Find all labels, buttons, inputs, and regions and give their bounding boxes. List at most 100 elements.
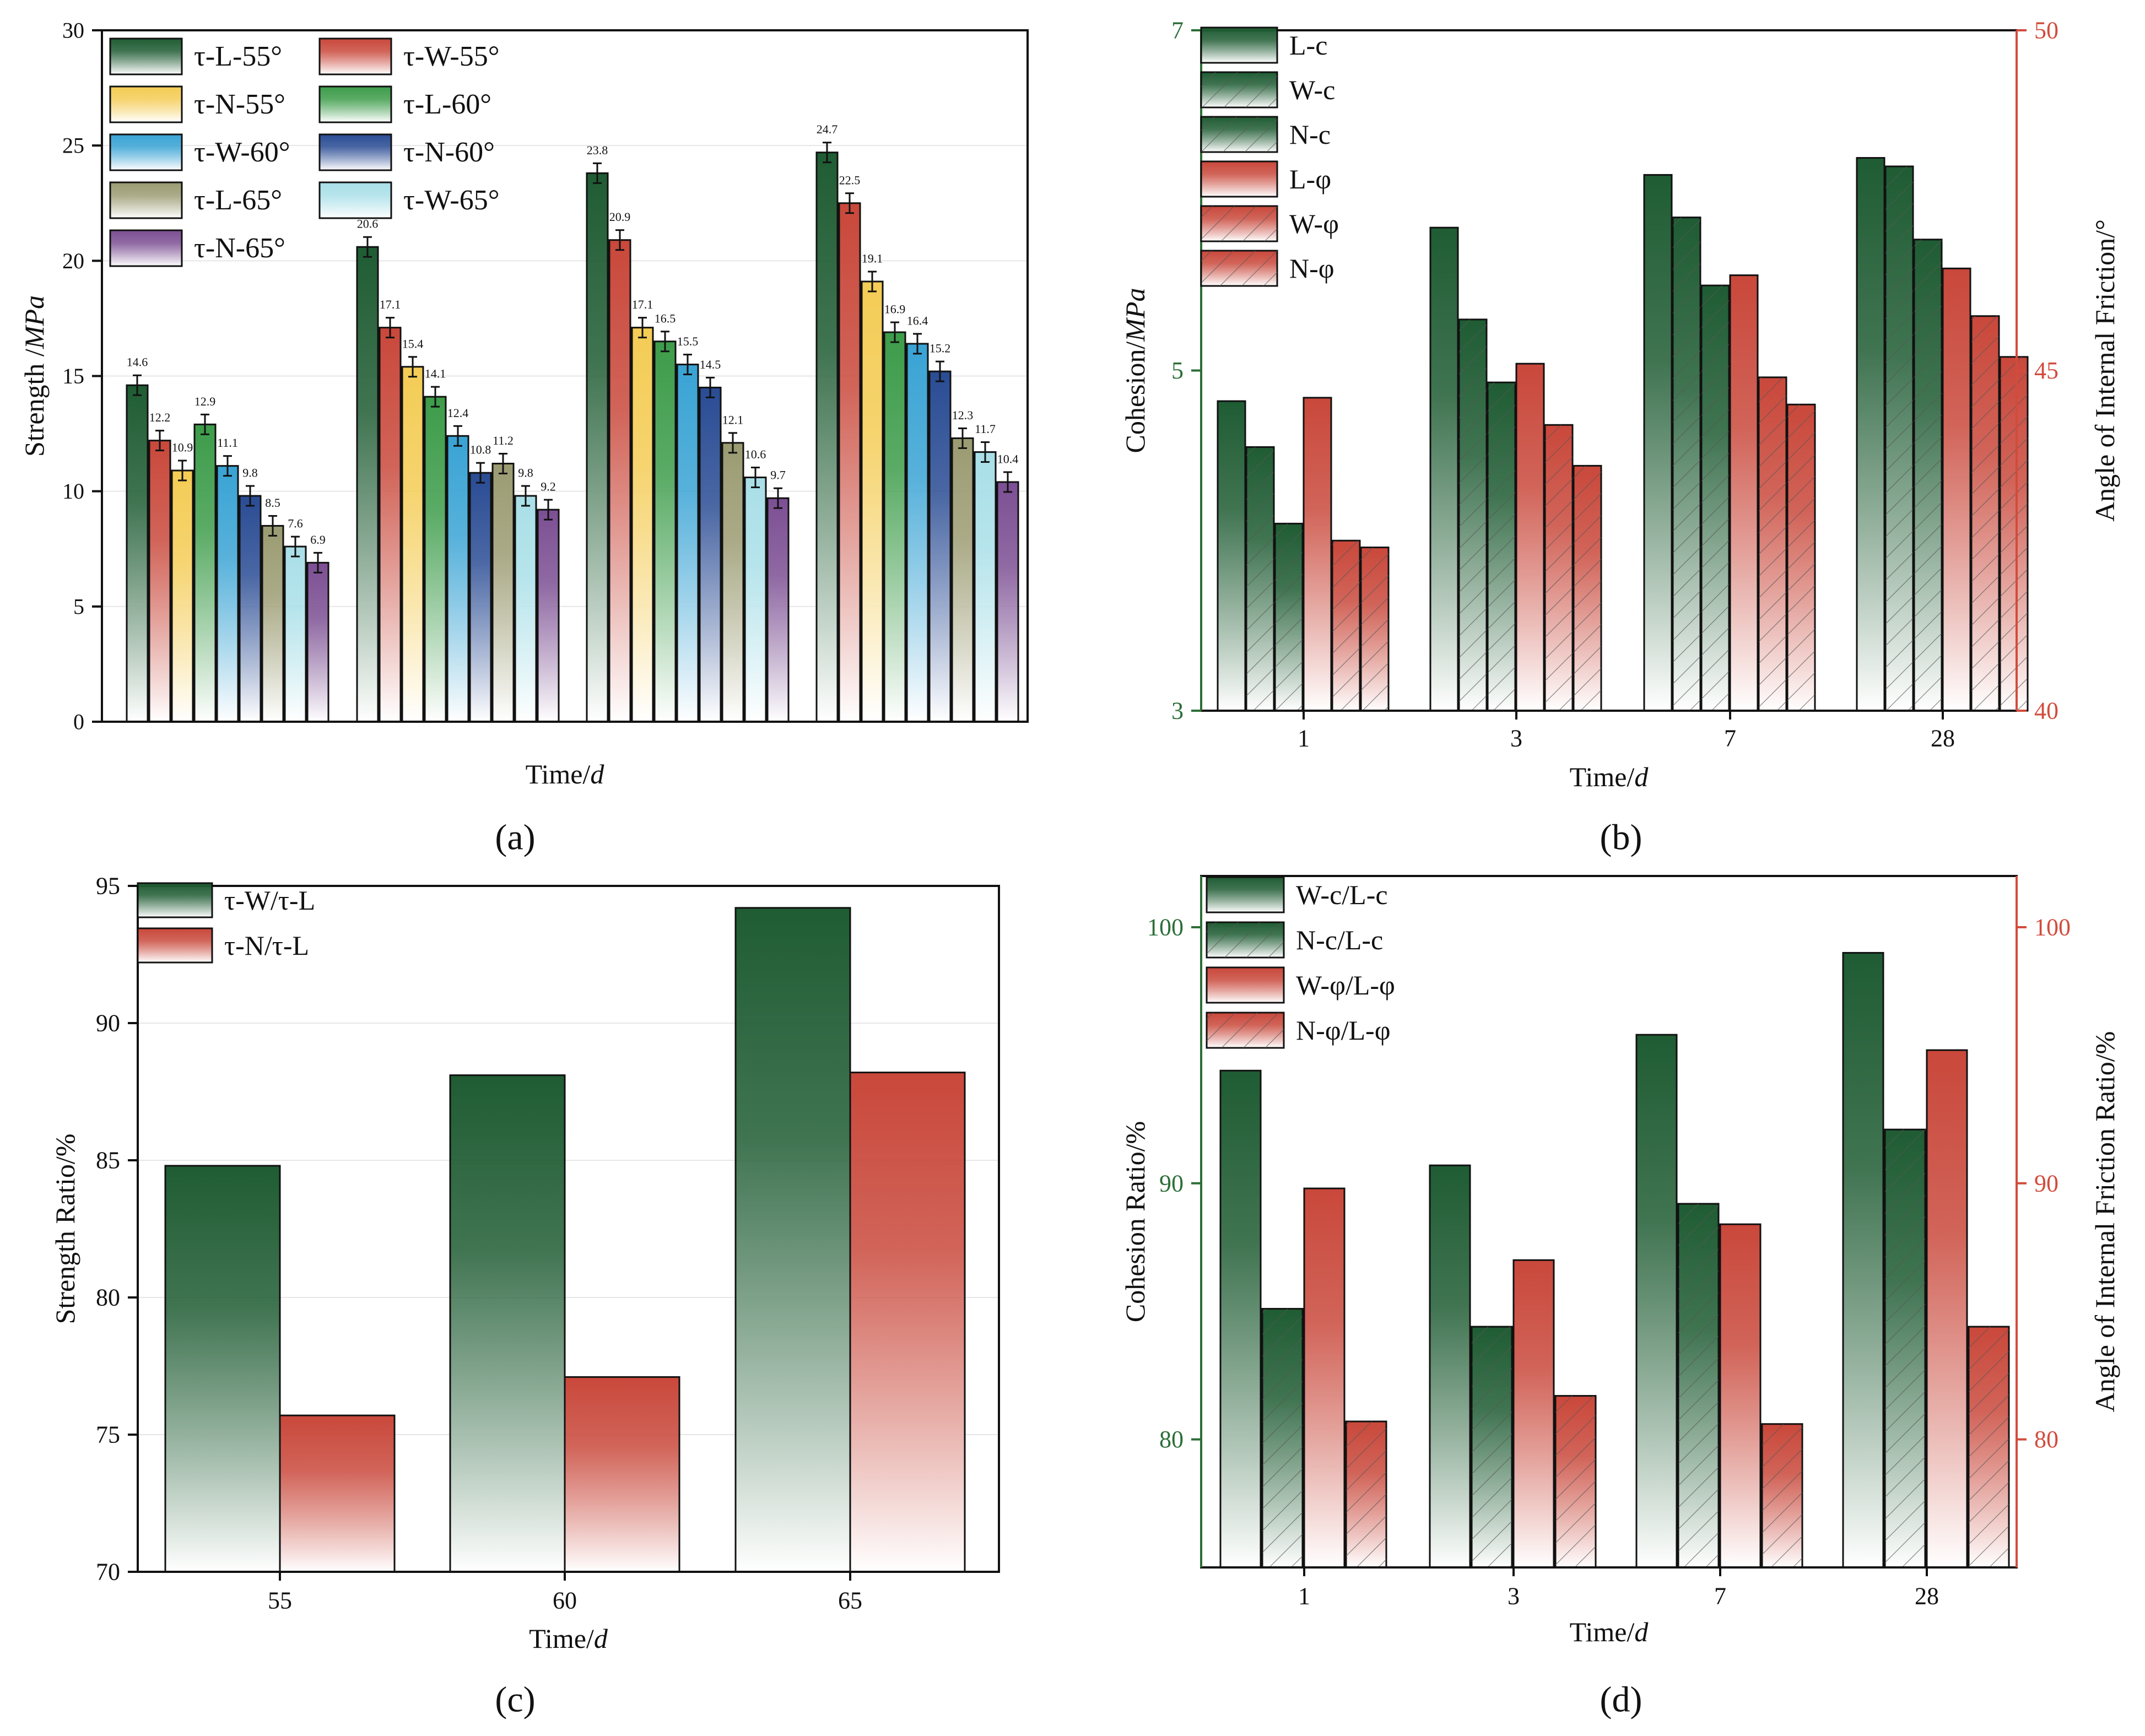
a-data-label: 11.1 [217, 436, 238, 450]
a-y-tick-label: 20 [62, 248, 84, 273]
a-data-label: 11.7 [975, 422, 996, 436]
c-y-tick-label: 80 [96, 1284, 120, 1311]
b-x-tick-label: 3 [1510, 725, 1522, 752]
d-x-tick-label: 28 [1915, 1583, 1939, 1610]
b-legend-swatch [1200, 250, 1278, 287]
a-bar [261, 524, 284, 723]
d-xlabel: Time/d [1570, 1616, 1649, 1647]
d-x-tick-label: 7 [1714, 1583, 1726, 1610]
a-bar [216, 465, 239, 723]
a-bar [721, 442, 744, 723]
a-legend-swatch [318, 85, 392, 123]
b-bar [1970, 315, 2000, 712]
b-ylabel: Cohesion/MPa [1120, 288, 1150, 453]
c-legend-label: τ-N/τ-L [224, 930, 309, 961]
panel-d: 80 90 100 80 90 100 1 3 7 28 Cohesion Ratio/% Angle… [1120, 875, 2120, 1720]
b-yr-tick-label: 50 [2034, 17, 2058, 44]
d-yl-tick-label: 90 [1159, 1170, 1184, 1197]
a-data-label: 15.5 [677, 334, 699, 348]
b-bar [1515, 363, 1545, 712]
d-legend-swatch [1206, 1012, 1285, 1049]
c-y-tick-label: 75 [96, 1421, 120, 1448]
panel-c: 70 75 80 85 90 95 55 60 65 Strength Ratio/% Time/d… [50, 873, 1000, 1720]
c-bar [279, 1414, 396, 1573]
a-legend-swatch [318, 37, 392, 75]
a-data-label: 19.1 [862, 251, 883, 265]
a-data-label: 16.4 [907, 313, 928, 327]
b-bar [1643, 174, 1673, 712]
b-legend-label: W-c [1289, 74, 1335, 105]
a-bar [193, 423, 217, 723]
a-bar [608, 239, 631, 723]
b-bar [1672, 217, 1701, 712]
b-legend-swatch [1200, 116, 1278, 153]
b-legend-swatch [1200, 71, 1278, 109]
d-legend-label: W-φ/L-φ [1296, 970, 1395, 1001]
c-y-tick-label: 90 [96, 1010, 120, 1037]
a-bar [126, 384, 149, 723]
d-legend-label: W-c/L-c [1296, 879, 1388, 910]
a-legend-label: τ-W-60° [194, 137, 290, 168]
c-legend-swatch [137, 927, 213, 964]
c-bar [564, 1376, 680, 1573]
a-bar [838, 202, 861, 723]
a-bar [424, 396, 447, 723]
d-bar [1635, 1034, 1678, 1569]
c-panel-label: (c) [495, 1680, 535, 1720]
a-data-label: 22.5 [839, 173, 861, 187]
c-legend-swatch [137, 882, 213, 918]
a-data-label: 9.2 [541, 480, 556, 494]
c-ylabel: Strength Ratio/% [50, 1134, 80, 1324]
a-legend-label: τ-W-65° [403, 185, 500, 216]
b-x-tick-label: 1 [1298, 725, 1310, 752]
a-bar [861, 280, 884, 723]
a-legend-label: τ-W-55° [403, 41, 500, 72]
a-data-label: 9.8 [518, 466, 533, 480]
a-bar [401, 366, 424, 723]
a-bar [171, 469, 194, 723]
a-data-label: 20.9 [609, 210, 631, 224]
b-bar [1331, 539, 1361, 712]
a-data-label: 9.7 [770, 468, 786, 482]
b-legend-label: L-φ [1289, 164, 1331, 194]
b-bar [1458, 318, 1488, 712]
a-bar [284, 545, 307, 723]
b-legend-label: N-φ [1289, 253, 1334, 284]
d-legend-label: N-φ/L-φ [1296, 1015, 1391, 1046]
b-bar [1786, 403, 1816, 712]
a-legend-swatch [109, 229, 183, 267]
a-y-tick-label: 5 [73, 594, 84, 619]
b-yr-tick-label: 45 [2034, 357, 2058, 384]
d-legend-swatch [1206, 876, 1285, 913]
a-data-label: 12.4 [447, 406, 469, 420]
d-legend: W-c/L-c N-c/L-c W-φ/L-φ N-φ/L-φ [1206, 876, 1395, 1049]
d-ylabel: Cohesion Ratio/% [1120, 1121, 1150, 1322]
a-bar [906, 343, 929, 723]
a-legend-swatch [318, 133, 392, 171]
a-legend-swatch [318, 181, 392, 219]
b-bar [1758, 376, 1787, 712]
a-data-label: 12.1 [722, 413, 744, 426]
a-data-label: 15.2 [930, 342, 951, 355]
a-data-label: 12.3 [952, 408, 974, 422]
b-x-tick-label: 28 [1931, 725, 1955, 752]
a-data-label: 10.4 [997, 452, 1019, 466]
d-yr-tick-label: 100 [2034, 913, 2071, 940]
c-bar [734, 907, 851, 1573]
a-legend-swatch [109, 133, 183, 171]
b-yr-tick-label: 40 [2034, 697, 2058, 724]
a-data-label: 14.1 [425, 367, 446, 381]
a-data-label: 24.7 [817, 122, 838, 136]
a-bar [491, 462, 515, 723]
c-x-tick-label: 65 [838, 1587, 862, 1614]
a-legend-label: τ-L-55° [194, 41, 282, 72]
panel-b: 3 5 7 40 45 50 1 3 7 28 Cohesion/MPa Angle of Inter… [1120, 17, 2120, 858]
b-panel-label: (b) [1600, 818, 1642, 858]
b-bar [1487, 381, 1516, 712]
b-bar [1217, 400, 1246, 712]
b-bar [1942, 267, 1971, 712]
a-legend: τ-L-55° τ-W-55° τ-N-55° τ-L-60° τ-W-60° τ-N-6… [109, 37, 500, 267]
a-bar [676, 364, 699, 723]
a-bar [239, 495, 262, 723]
b-bar [1913, 239, 1943, 712]
